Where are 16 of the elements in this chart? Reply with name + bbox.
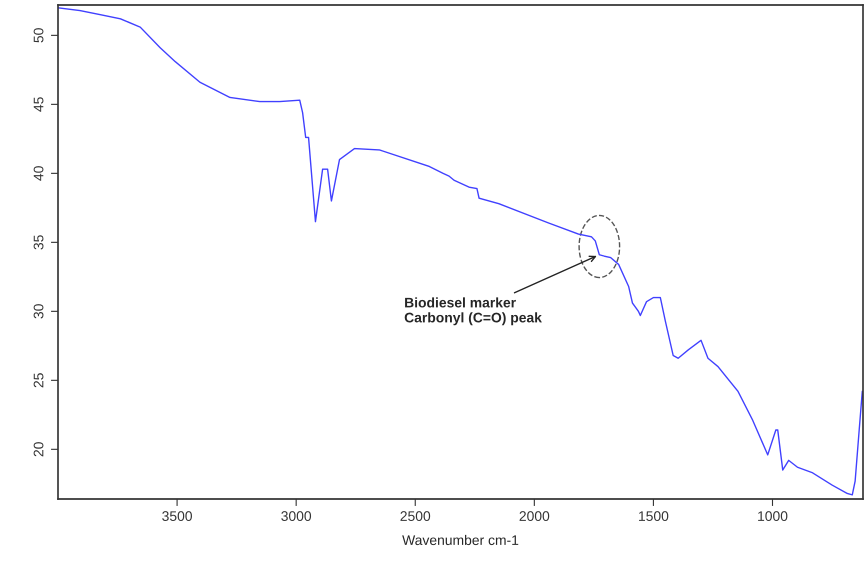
y-tick-label: 25: [34, 373, 44, 388]
y-tick-label: 30: [34, 304, 44, 319]
y-tick-label: 40: [34, 166, 44, 181]
y-tick-label: 20: [34, 442, 44, 456]
annotation: Biodiesel marker Carbonyl (C=O) peak: [404, 297, 542, 326]
y-tick-label: 45: [34, 97, 44, 112]
x-tick-label: 1000: [758, 511, 788, 522]
x-tick-label: 2500: [400, 511, 430, 522]
x-tick-label: 3500: [162, 511, 192, 522]
x-axis-title: Wavenumber cm-1: [402, 534, 518, 546]
x-tick-label: 1500: [639, 511, 668, 522]
x-tick-label: 2000: [520, 511, 550, 522]
line-series: [58, 7, 863, 496]
y-tick-label: 50: [34, 28, 44, 43]
y-tick-label: 35: [34, 235, 44, 250]
x-tick-label: 3000: [281, 511, 312, 522]
